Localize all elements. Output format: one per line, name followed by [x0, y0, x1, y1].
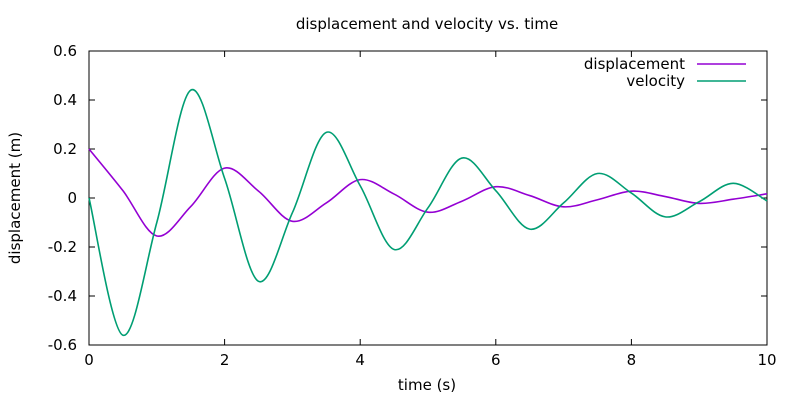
plot-frame [88, 50, 768, 346]
legend-label-displacement: displacement [584, 55, 685, 73]
y-tick-label: 0.2 [53, 140, 77, 158]
y-tick-label: 0.6 [53, 42, 77, 60]
x-tick-label: 0 [84, 351, 94, 369]
chart-title: displacement and velocity vs. time [296, 15, 558, 33]
y-tick-label: -0.2 [48, 238, 77, 256]
y-tick-labels: -0.6 -0.4 -0.2 0 0.2 0.4 0.6 [48, 42, 77, 354]
x-tick-label: 6 [491, 351, 501, 369]
x-tick-label: 10 [757, 351, 776, 369]
x-tick-label: 8 [627, 351, 637, 369]
x-tick-label: 4 [355, 351, 365, 369]
tick-marks [88, 50, 768, 346]
x-tick-labels: 0 2 4 6 8 10 [84, 351, 776, 369]
y-axis-title: displacement (m) [6, 132, 24, 264]
y-tick-label: 0 [67, 189, 77, 207]
legend-label-velocity: velocity [626, 72, 685, 90]
y-tick-label: 0.4 [53, 91, 77, 109]
series-line-displacement [88, 148, 768, 237]
x-axis-title: time (s) [398, 376, 456, 394]
series-layer [88, 89, 768, 336]
y-tick-label: -0.4 [48, 287, 77, 305]
series-line-velocity [88, 89, 768, 336]
y-tick-label: -0.6 [48, 336, 77, 354]
x-tick-label: 2 [220, 351, 230, 369]
